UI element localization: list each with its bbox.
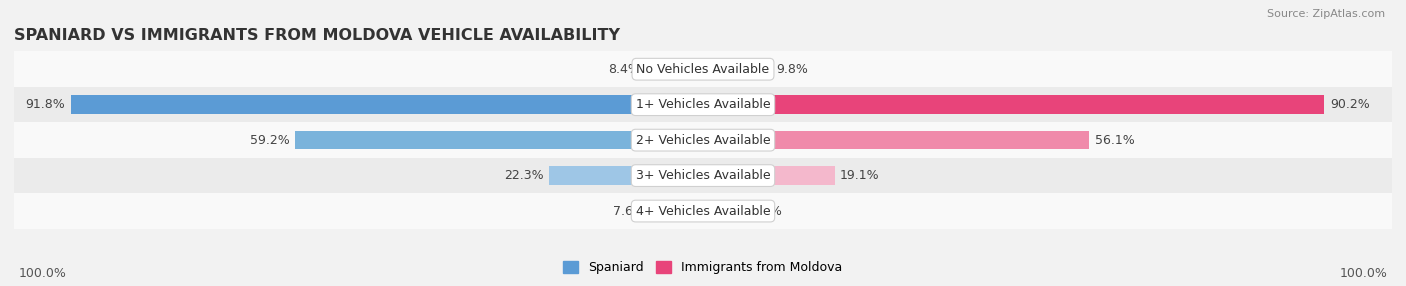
Text: 22.3%: 22.3% bbox=[505, 169, 544, 182]
Text: 91.8%: 91.8% bbox=[25, 98, 65, 111]
Bar bbox=[14, 87, 1392, 122]
Bar bbox=[295, 131, 703, 149]
Text: Source: ZipAtlas.com: Source: ZipAtlas.com bbox=[1267, 9, 1385, 19]
Text: 90.2%: 90.2% bbox=[1330, 98, 1369, 111]
Text: 7.6%: 7.6% bbox=[613, 204, 645, 218]
Text: 19.1%: 19.1% bbox=[841, 169, 880, 182]
Text: 8.4%: 8.4% bbox=[607, 63, 640, 76]
Text: 9.8%: 9.8% bbox=[776, 63, 808, 76]
Bar bbox=[703, 96, 1324, 114]
Text: 100.0%: 100.0% bbox=[18, 267, 66, 280]
Bar bbox=[14, 193, 1392, 229]
Text: 59.2%: 59.2% bbox=[250, 134, 290, 147]
Text: SPANIARD VS IMMIGRANTS FROM MOLDOVA VEHICLE AVAILABILITY: SPANIARD VS IMMIGRANTS FROM MOLDOVA VEHI… bbox=[14, 28, 620, 43]
Text: 6.0%: 6.0% bbox=[749, 204, 782, 218]
Bar bbox=[703, 131, 1090, 149]
Text: 56.1%: 56.1% bbox=[1095, 134, 1135, 147]
Bar bbox=[14, 122, 1392, 158]
Bar bbox=[70, 96, 703, 114]
Bar bbox=[550, 166, 703, 185]
Bar bbox=[14, 51, 1392, 87]
Bar bbox=[645, 60, 703, 78]
Text: 3+ Vehicles Available: 3+ Vehicles Available bbox=[636, 169, 770, 182]
Bar bbox=[703, 202, 744, 220]
Bar bbox=[703, 60, 770, 78]
Text: 100.0%: 100.0% bbox=[1340, 267, 1388, 280]
Bar bbox=[703, 166, 835, 185]
Text: 4+ Vehicles Available: 4+ Vehicles Available bbox=[636, 204, 770, 218]
Legend: Spaniard, Immigrants from Moldova: Spaniard, Immigrants from Moldova bbox=[558, 256, 848, 279]
Bar bbox=[14, 158, 1392, 193]
Text: 2+ Vehicles Available: 2+ Vehicles Available bbox=[636, 134, 770, 147]
Bar bbox=[651, 202, 703, 220]
Text: 1+ Vehicles Available: 1+ Vehicles Available bbox=[636, 98, 770, 111]
Text: No Vehicles Available: No Vehicles Available bbox=[637, 63, 769, 76]
